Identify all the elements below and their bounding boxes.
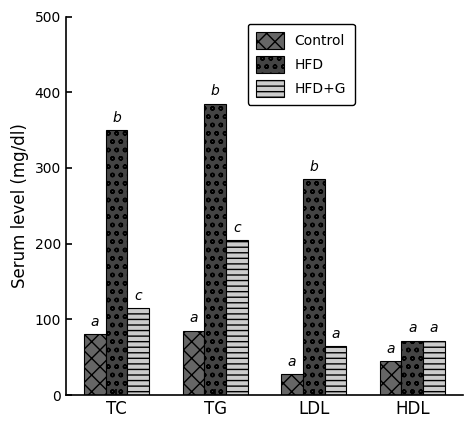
Bar (423, 341, 445, 395)
Text: a: a (386, 341, 395, 356)
Text: b: b (310, 160, 318, 174)
Bar (182, 331, 204, 395)
Bar (281, 374, 303, 395)
Bar (325, 346, 346, 395)
Text: a: a (430, 321, 438, 335)
Bar (204, 104, 226, 395)
Text: a: a (408, 321, 417, 335)
Bar (380, 361, 401, 395)
Bar (303, 179, 325, 395)
Bar (128, 308, 149, 395)
Text: c: c (134, 289, 142, 303)
Y-axis label: Serum level (mg/dl): Serum level (mg/dl) (11, 124, 29, 288)
Legend: Control, HFD, HFD+G: Control, HFD, HFD+G (247, 24, 355, 105)
Bar (226, 240, 247, 395)
Text: a: a (331, 326, 340, 341)
Bar (401, 341, 423, 395)
Text: a: a (288, 354, 296, 369)
Text: b: b (211, 85, 219, 98)
Text: b: b (112, 111, 121, 125)
Text: c: c (233, 221, 241, 235)
Text: a: a (91, 315, 99, 329)
Bar (84, 335, 106, 395)
Bar (106, 130, 128, 395)
Text: a: a (189, 311, 198, 326)
